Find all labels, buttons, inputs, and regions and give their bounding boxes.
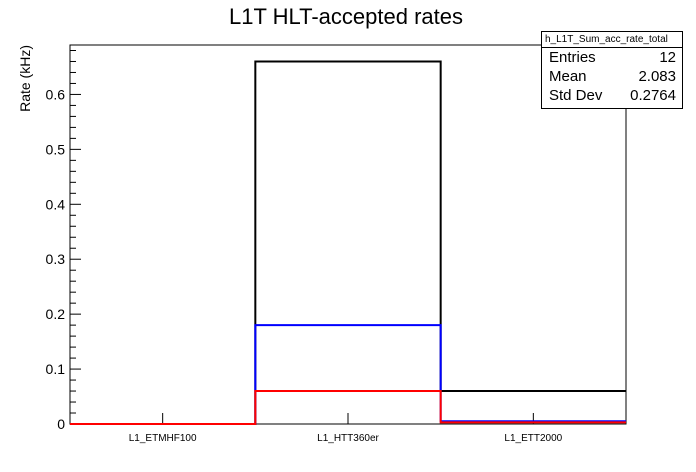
y-tick-label: 0 <box>57 416 65 432</box>
stats-row-std-dev: Std Dev 0.2764 <box>542 86 682 105</box>
y-tick-label: 0.1 <box>46 361 66 377</box>
x-tick-label: L1_HTT360er <box>317 433 379 444</box>
y-tick-label: 0.5 <box>46 141 66 157</box>
y-tick-label: 0.3 <box>46 251 66 267</box>
x-tick-label: L1_ETMHF100 <box>129 433 197 444</box>
stats-row-entries: Entries 12 <box>542 48 682 67</box>
y-tick-label: 0.6 <box>46 86 66 102</box>
stats-box: h_L1T_Sum_acc_rate_total Entries 12 Mean… <box>541 31 683 109</box>
chart-title: L1T HLT-accepted rates <box>229 4 463 29</box>
series-line-1 <box>70 324 626 425</box>
y-axis-label: Rate (kHz) <box>17 45 33 112</box>
y-tick-label: 0.2 <box>46 306 66 322</box>
stats-label: Entries <box>549 49 596 66</box>
stats-row-mean: Mean 2.083 <box>542 67 682 86</box>
stats-title: h_L1T_Sum_acc_rate_total <box>542 32 682 48</box>
y-tick-label: 0.4 <box>46 196 66 212</box>
stats-label: Mean <box>549 68 587 85</box>
stats-value: 0.2764 <box>630 87 676 104</box>
stats-value: 12 <box>659 49 676 66</box>
stats-value: 2.083 <box>638 68 676 85</box>
x-tick-label: L1_ETT2000 <box>504 433 562 444</box>
stats-label: Std Dev <box>549 87 603 104</box>
series-line-0 <box>70 60 626 425</box>
series-line-2 <box>70 390 626 425</box>
